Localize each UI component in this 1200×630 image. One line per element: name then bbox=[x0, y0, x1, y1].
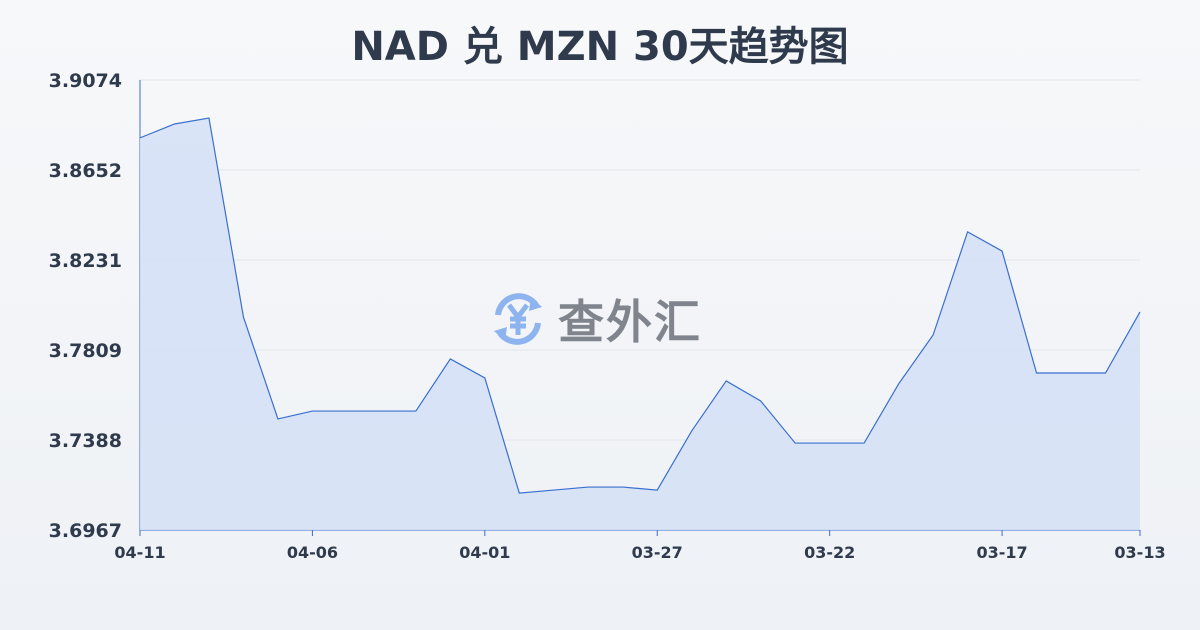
x-tick-label: 03-22 bbox=[804, 543, 855, 562]
y-tick-label: 3.7809 bbox=[49, 340, 122, 362]
y-tick-label: 3.6967 bbox=[49, 520, 122, 542]
series-line bbox=[139, 117, 1141, 494]
y-tick-label: 3.8652 bbox=[49, 160, 122, 182]
y-tick-label: 3.9074 bbox=[49, 70, 122, 92]
watermark-text: 查外汇 bbox=[558, 295, 702, 349]
y-tick-label: 3.7388 bbox=[49, 430, 122, 452]
x-tick-label: 04-01 bbox=[459, 543, 510, 562]
area-fill bbox=[140, 118, 1140, 530]
x-tick-label: 03-17 bbox=[976, 543, 1027, 562]
x-tick-label: 03-13 bbox=[1114, 543, 1165, 562]
yen-exchange-icon bbox=[494, 293, 542, 345]
x-tick-label: 04-11 bbox=[114, 543, 165, 562]
watermark: 查外汇 bbox=[488, 286, 702, 352]
x-tick-label: 04-06 bbox=[287, 543, 338, 562]
chart-title: NAD 兑 MZN 30天趋势图 bbox=[351, 24, 849, 70]
x-tick-label: 03-27 bbox=[632, 543, 683, 562]
y-tick-label: 3.8231 bbox=[49, 250, 122, 272]
